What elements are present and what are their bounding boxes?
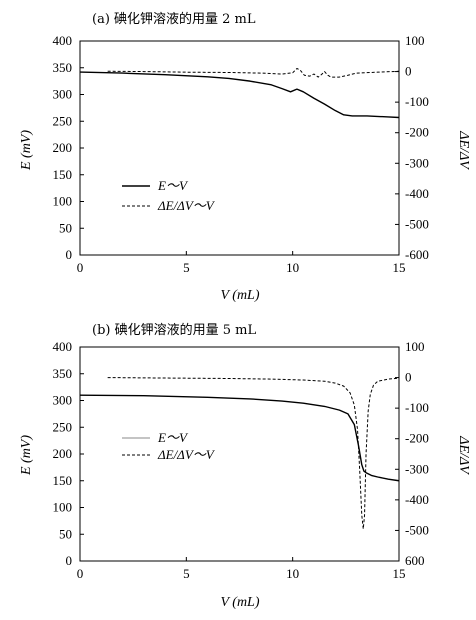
y2-tick-label: -100 <box>405 94 429 109</box>
chart-a-series <box>79 68 400 119</box>
chart-b-xlabel: V (mL) <box>220 595 259 610</box>
chart-a-title: (a) 碘化钾溶液的用量 2 mL <box>92 11 256 27</box>
chart-a-ylabel: E (mV) <box>19 130 34 171</box>
y-tick-label: 100 <box>53 500 73 515</box>
y2-tick-label: -400 <box>405 186 429 201</box>
chart-b-ylabel: E (mV) <box>19 435 34 476</box>
chart-b-title: (b) 碘化钾溶液的用量 5 mL <box>92 322 256 338</box>
y-tick-label: 0 <box>66 247 73 262</box>
x-tick-label: 15 <box>393 260 406 275</box>
x-tick-label: 0 <box>77 260 84 275</box>
chart-b-legend: E～V ΔE/ΔV～V <box>122 430 216 462</box>
y-tick-label: 50 <box>59 526 72 541</box>
x-tick-label: 15 <box>393 566 406 581</box>
series-line-derivative <box>107 377 400 530</box>
series-line-potential <box>79 71 400 119</box>
chart-a-legend: E～V ΔE/ΔV～V <box>122 178 216 213</box>
series-line-potential <box>79 394 400 482</box>
chart-a-xlabel: V (mL) <box>220 288 259 303</box>
y-tick-label: 350 <box>53 60 73 75</box>
y2-tick-label: -100 <box>405 400 429 415</box>
y-tick-label: 350 <box>53 366 73 381</box>
x-tick-label: 0 <box>77 566 84 581</box>
y-tick-label: 150 <box>53 167 73 182</box>
series-line-derivative <box>107 68 400 78</box>
chart-b-legend-label-0: E～V <box>157 430 189 445</box>
y2-tick-label: 600 <box>405 553 425 568</box>
y2-tick-label: 0 <box>405 370 412 385</box>
chart-b-series <box>79 377 400 530</box>
chart-a-legend-label-1: ΔE/ΔV～V <box>157 198 216 213</box>
y-tick-label: 300 <box>53 393 73 408</box>
y-tick-label: 50 <box>59 220 72 235</box>
y2-tick-label: -500 <box>405 216 429 231</box>
y-tick-label: 250 <box>53 419 73 434</box>
y-tick-label: 400 <box>53 33 73 48</box>
y-tick-label: 0 <box>66 553 73 568</box>
y-tick-label: 150 <box>53 473 73 488</box>
chart-panel-a: (a) 碘化钾溶液的用量 2 mL 0 5 10 150501001502002503… <box>19 11 471 303</box>
x-tick-label: 5 <box>183 566 190 581</box>
y2-tick-label: 100 <box>405 33 425 48</box>
chart-b-y2label: ΔE/ΔV <box>456 435 471 475</box>
x-tick-label: 10 <box>286 566 299 581</box>
x-tick-label: 10 <box>286 260 299 275</box>
chart-a-y2label: ΔE/ΔV <box>456 130 471 170</box>
y-tick-label: 250 <box>53 113 73 128</box>
y2-tick-label: -600 <box>405 247 429 262</box>
y2-tick-label: -300 <box>405 155 429 170</box>
y-tick-label: 400 <box>53 339 73 354</box>
y-tick-label: 200 <box>53 140 73 155</box>
y2-tick-label: -500 <box>405 522 429 537</box>
y-tick-label: 200 <box>53 446 73 461</box>
y2-tick-label: -400 <box>405 492 429 507</box>
y2-tick-label: -200 <box>405 125 429 140</box>
chart-panel-b: (b) 碘化钾溶液的用量 5 mL 0 5 10 150501001502002503… <box>19 322 471 610</box>
chart-a-legend-label-0: E～V <box>157 178 189 193</box>
y-tick-label: 300 <box>53 87 73 102</box>
x-tick-label: 5 <box>183 260 190 275</box>
y2-tick-label: 100 <box>405 339 425 354</box>
y-tick-label: 100 <box>53 194 73 209</box>
y2-tick-label: 0 <box>405 64 412 79</box>
y2-tick-label: -300 <box>405 461 429 476</box>
chart-b-legend-label-1: ΔE/ΔV～V <box>157 447 216 462</box>
y2-tick-label: -200 <box>405 431 429 446</box>
